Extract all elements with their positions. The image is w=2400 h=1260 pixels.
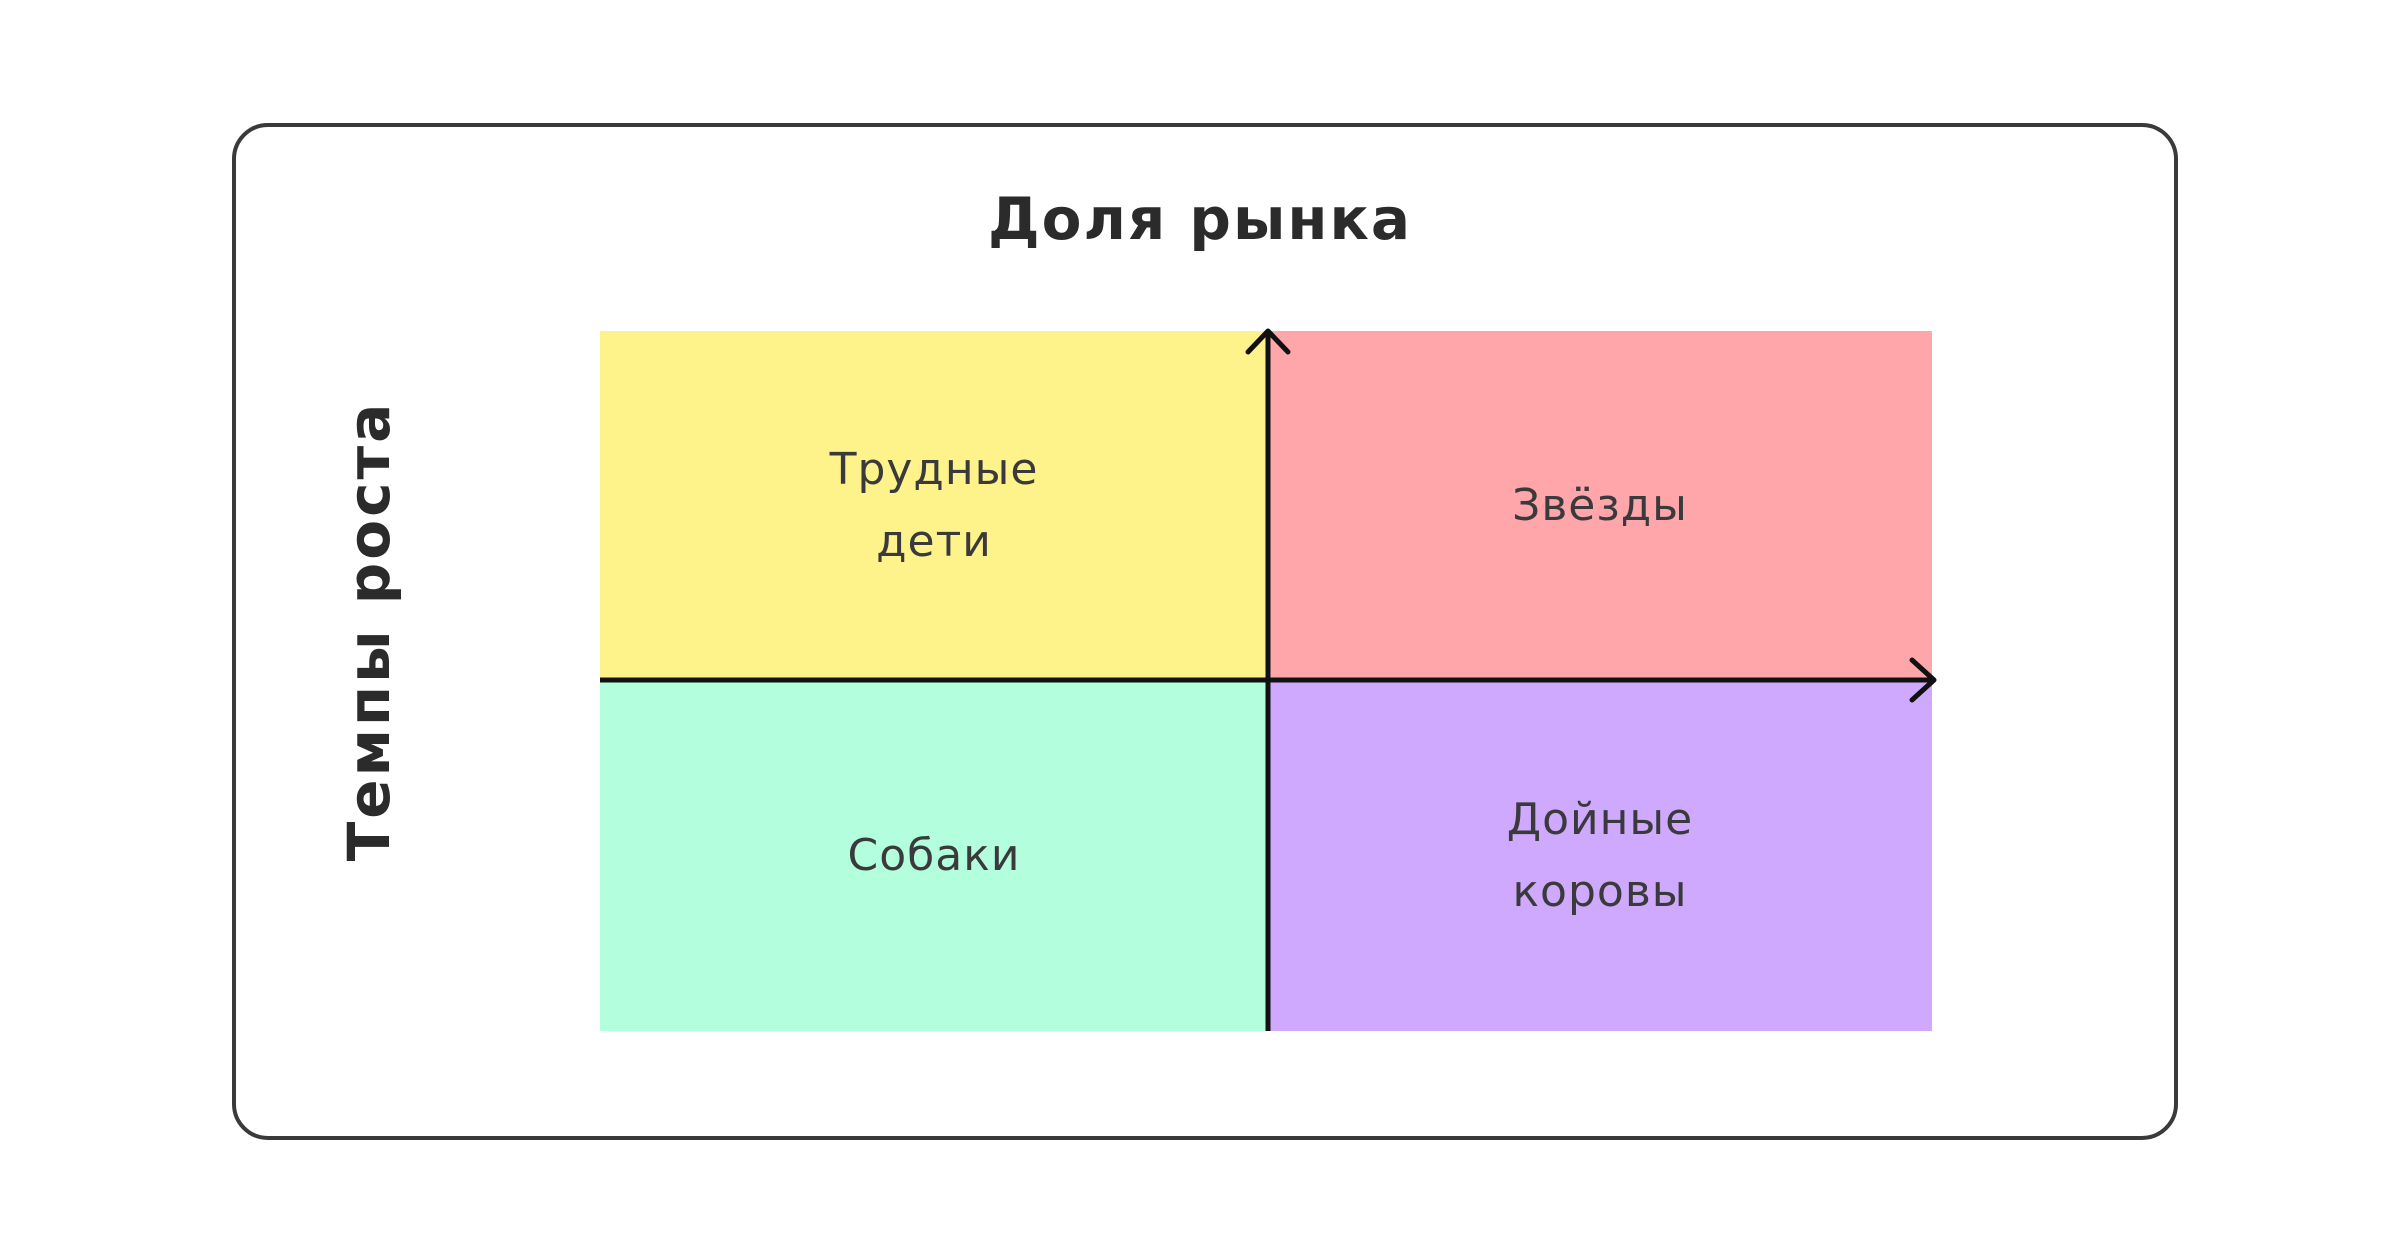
vertical-arrow-icon xyxy=(1245,328,1291,355)
quadrant-label: Дойные xyxy=(1506,793,1694,845)
quadrant-stars: Звёзды xyxy=(1268,331,1932,680)
diagram-frame xyxy=(232,123,2178,1140)
x-axis-title: Доля рынка xyxy=(988,185,1412,253)
quadrant-label: Трудные xyxy=(829,443,1039,495)
quadrant-label: коровы xyxy=(1512,865,1688,917)
quadrant-question-marks: Трудные дети xyxy=(600,331,1268,680)
quadrant-label: Собаки xyxy=(847,829,1021,881)
horizontal-arrow-icon xyxy=(1909,657,1937,703)
quadrant-label: дети xyxy=(876,515,992,567)
quadrant-dogs: Собаки xyxy=(600,680,1268,1031)
quadrant-cash-cows: Дойные коровы xyxy=(1268,680,1932,1031)
quadrant-label: Звёзды xyxy=(1512,479,1688,531)
